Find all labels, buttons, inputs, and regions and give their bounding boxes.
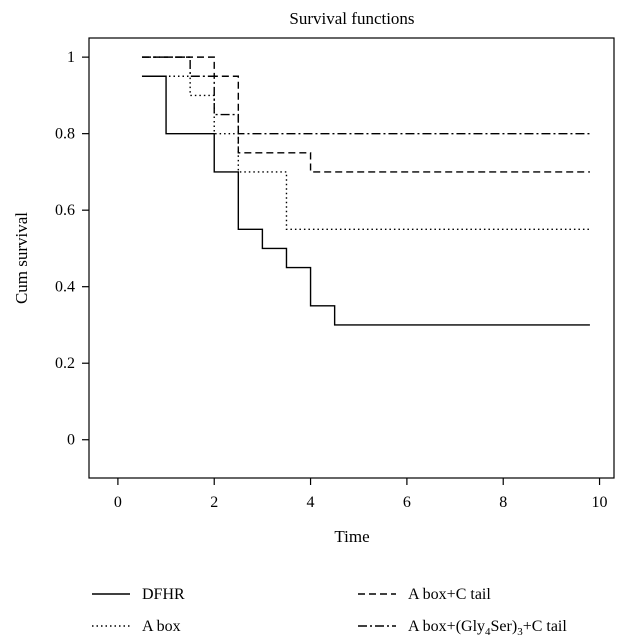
legend-label-3: A box+(Gly4Ser)3+C tail [408,618,567,638]
legend-text-part: Ser) [491,618,518,635]
x-tick-label: 6 [403,494,411,511]
y-tick-label: 0.6 [55,202,75,219]
x-tick-label: 8 [499,494,507,511]
chart-title: Survival functions [289,9,414,28]
x-axis-title: Time [334,527,369,546]
legend-subscript: 4 [485,626,491,638]
x-tick-label: 4 [307,494,315,511]
y-tick-label: 0 [67,432,75,449]
y-tick-label: 0.4 [55,279,75,296]
x-tick-label: 10 [592,494,608,511]
series-line-2 [141,75,590,231]
y-tick-label: 0.2 [55,355,75,372]
series-line-3 [141,56,590,135]
legend-text-part: A box+(Gly [408,618,485,635]
y-tick-label: 0.8 [55,126,75,143]
legend-label-0: DFHR [142,586,185,603]
series-lines [141,56,590,326]
series-line-0 [141,75,590,326]
legend-text-part: +C tail [523,618,568,635]
y-axis: 0 0.2 0.4 0.6 0.8 1 [55,49,89,449]
legend-label-2: A box [142,618,181,635]
legend-subscript: 3 [517,626,523,638]
legend-label-1: A box+C tail [408,586,491,603]
y-tick-label: 1 [67,49,75,66]
y-axis-title: Cum survival [12,212,31,304]
series-line-1 [141,56,590,173]
legend: DFHR A box+C tail A box A box+(Gly4Ser)3+C … [92,586,567,638]
x-tick-label: 2 [210,494,218,511]
plot-frame [88,37,615,479]
x-tick-label: 0 [114,494,122,511]
x-axis: 0 2 4 6 8 10 [114,478,608,511]
